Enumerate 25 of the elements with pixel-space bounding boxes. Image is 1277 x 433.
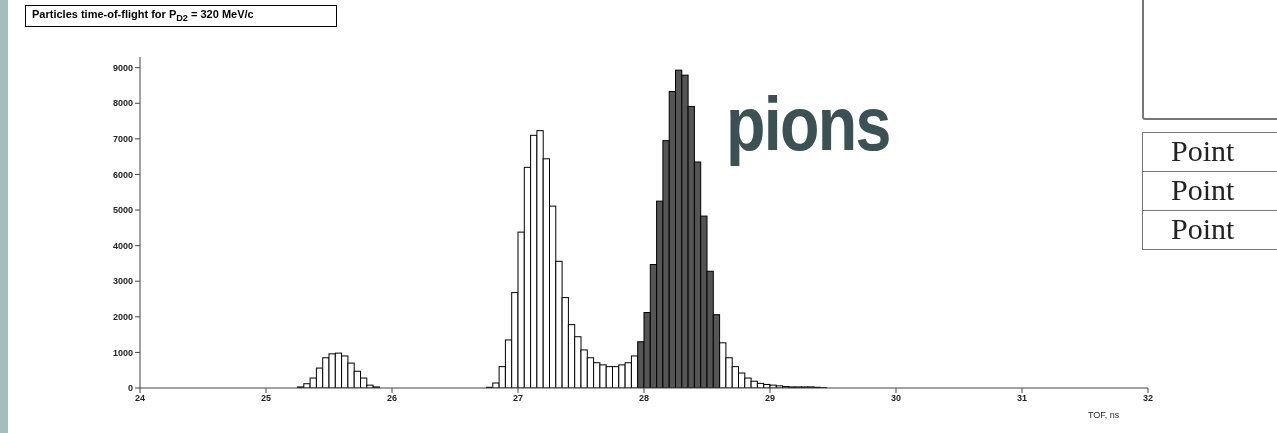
y-tick-label: 3000: [112, 276, 133, 287]
x-axis-title: TOF, ns: [1088, 410, 1120, 420]
x-tick-label: 29: [764, 393, 776, 404]
x-tick-label: 26: [386, 393, 398, 404]
y-tick-label: 4000: [112, 240, 133, 251]
y-tick-label: 6000: [112, 169, 133, 180]
chart-title: Particles time-of-flight for P$_{D2}$ = 320 MeV/c: [25, 5, 337, 27]
y-tick-label: 0: [127, 383, 133, 394]
x-tick-label: 31: [1016, 393, 1028, 404]
y-tick-label: 2000: [112, 312, 133, 323]
x-tick-label: 28: [638, 393, 650, 404]
y-tick-label: 9000: [112, 62, 133, 73]
y-tick-label: 7000: [112, 134, 133, 145]
text: Point: [1142, 132, 1277, 172]
x-tick-label: 24: [134, 393, 146, 404]
x-tick-label: 30: [890, 393, 902, 404]
text: Point: [1142, 171, 1277, 211]
x-tick-label: 27: [512, 393, 524, 404]
x-tick-label: 32: [1142, 393, 1154, 404]
text: Point: [1142, 210, 1277, 250]
series-label: pions: [725, 80, 890, 167]
y-tick-label: 1000: [112, 347, 133, 358]
x-tick-label: 25: [260, 393, 272, 404]
y-tick-label: 8000: [112, 98, 133, 109]
y-tick-label: 5000: [112, 205, 133, 216]
